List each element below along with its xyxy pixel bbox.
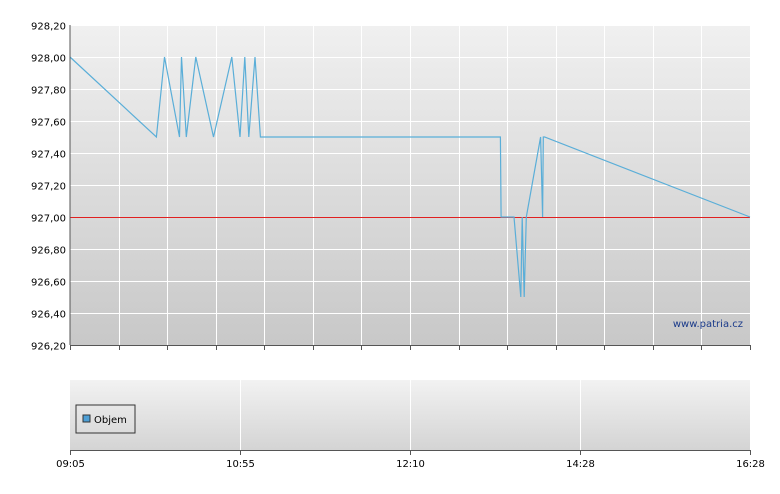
y-tick-label: 927,60 [31, 118, 66, 129]
legend-box [75, 404, 136, 434]
y-tick-label: 927,00 [31, 214, 66, 225]
y-tick-label: 928,00 [31, 54, 66, 65]
legend-label: Objem [94, 415, 127, 426]
x-tick-label: 10:55 [226, 459, 255, 470]
y-tick-label: 927,40 [31, 150, 66, 161]
y-tick-label: 928,20 [31, 22, 66, 33]
y-tick-label: 926,20 [31, 342, 66, 353]
price-y-tick-labels: 928,20 928,00 927,80 927,60 927,40 927,20 927,… [31, 22, 66, 353]
x-tick-label: 16:28 [736, 459, 765, 470]
y-tick-label: 926,40 [31, 310, 66, 321]
x-tick-label: 14:28 [566, 459, 595, 470]
x-tick-label: 09:05 [56, 459, 85, 470]
watermark: www.patria.cz [673, 319, 743, 330]
y-tick-label: 926,80 [31, 246, 66, 257]
y-tick-label: 927,20 [31, 182, 66, 193]
legend-swatch [82, 414, 91, 423]
volume-grid [70, 380, 751, 455]
x-tick-label: 12:10 [396, 459, 425, 470]
volume-x-tick-labels: 09:05 10:55 12:10 14:28 16:28 [56, 459, 765, 470]
price-series [69, 56, 751, 298]
price-x-tick-marks [70, 345, 751, 350]
legend: Objem [75, 404, 136, 434]
y-tick-label: 927,80 [31, 86, 66, 97]
price-line [69, 56, 751, 298]
y-tick-label: 926,60 [31, 278, 66, 289]
